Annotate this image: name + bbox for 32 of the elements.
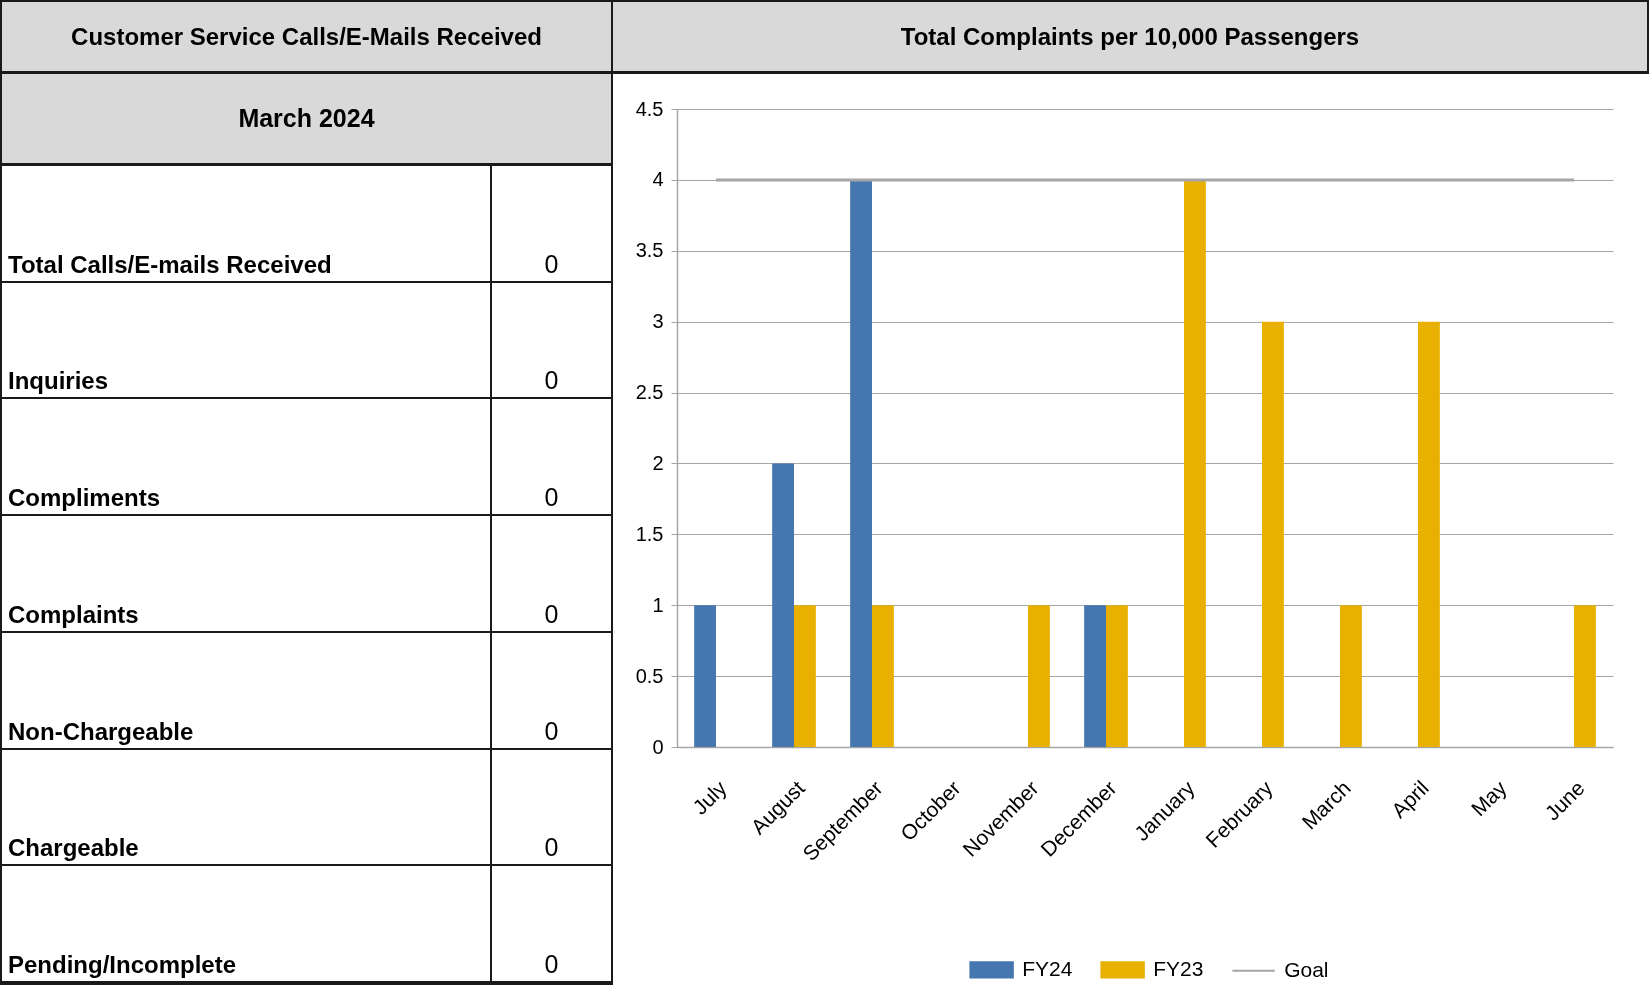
x-tick-label: May [1466,775,1512,821]
data-label: 0 [543,365,560,397]
y-tick-label: 1 [652,593,664,616]
category-label: Chargeable [2,749,492,865]
y-tick-label: 2.5 [635,381,664,404]
y-tick-label: 0.5 [635,664,664,687]
category-label: Inquiries [2,282,492,398]
y-tick-label: 3.5 [635,239,664,262]
y-tick-label: 4.5 [635,97,664,120]
data-label: 0 [543,715,560,747]
y-tick-label: 2 [652,451,664,474]
data-label: 0 [543,248,560,280]
chart-title: Total Complaints per 10,000 Passengers [613,2,1649,74]
y-tick-label: 4 [652,168,664,191]
legend-label: Goal [1284,957,1329,981]
text: March 2024 [2,74,611,166]
data-label: 0 [543,832,560,864]
legend-label: FY24 [1022,956,1073,980]
data-label: 0 [543,598,560,630]
y-tick-label: 1.5 [635,522,664,545]
category-label: Total Calls/E-mails Received [2,166,492,281]
text: Customer Service Calls/E-Mails Received [2,2,611,74]
y-tick-label: 0 [652,735,664,758]
data-label: 0 [543,949,560,980]
category-label: Pending/Incomplete [2,866,492,981]
x-tick-label: July [688,775,732,819]
category-label: Complaints [2,516,492,631]
category-label: Non-Chargeable [2,632,492,748]
data-label: 0 [543,482,560,514]
y-tick-label: 3 [652,310,664,333]
category-label: Compliments [2,399,492,515]
legend-label: FY23 [1153,956,1204,980]
